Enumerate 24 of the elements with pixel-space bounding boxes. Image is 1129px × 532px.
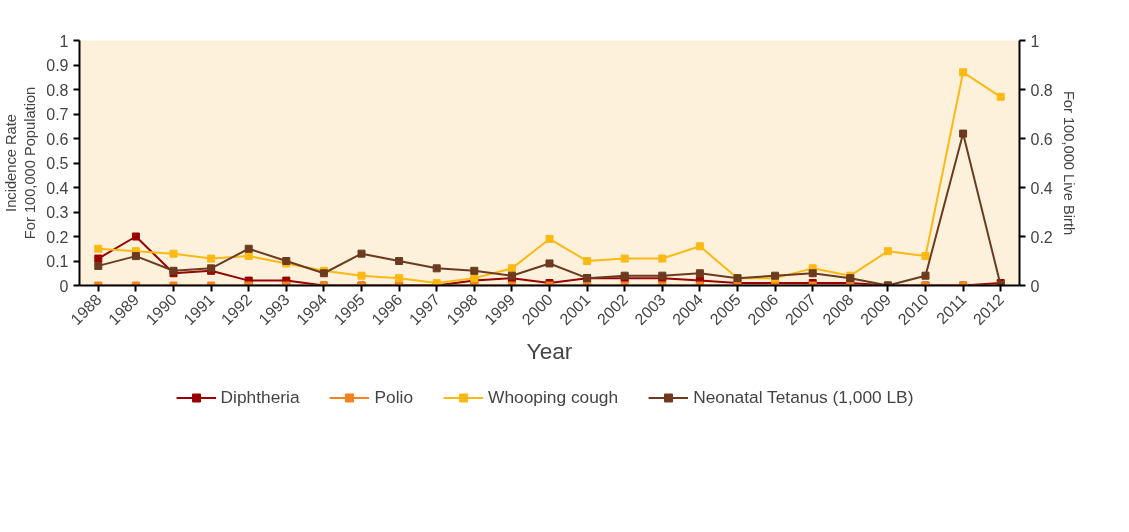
y2-tick-label: 0: [1030, 277, 1040, 295]
y2-tick-label: 0.4: [1030, 179, 1053, 197]
y-tick-label: 1: [59, 32, 69, 50]
y-tick-label: 0.4: [46, 179, 69, 197]
y-tick-label: 0.6: [46, 130, 69, 148]
legend-label: Whooping cough: [488, 386, 619, 408]
y-tick-label: 0.2: [46, 228, 69, 246]
y-tick-label: 0.5: [46, 155, 69, 172]
y-tick-label: 0.8: [46, 81, 69, 99]
y-tick-label: 0.9: [46, 57, 69, 74]
y2-tick-label: 0.2: [1030, 228, 1053, 246]
y-tick-label: 0: [59, 277, 69, 295]
x-axis-title: Year: [526, 338, 573, 365]
y2-tick-label: 0.6: [1030, 130, 1053, 148]
y-axis-title: Incidence Rate For 100,000 Population: [3, 86, 39, 240]
y-tick-label: 0.3: [46, 204, 69, 221]
y-tick-label: 0.7: [46, 106, 69, 123]
legend-label: Neonatal Tetanus (1,000 LB): [693, 386, 914, 408]
legend-label: Diphtheria: [220, 386, 300, 408]
y2-axis-title: For 100,000 Live Birth: [1060, 90, 1077, 236]
y-tick-label: 0.1: [46, 253, 69, 270]
y2-tick-label: 1: [1030, 32, 1040, 50]
y2-tick-label: 0.8: [1030, 81, 1053, 99]
legend-label: Polio: [374, 386, 414, 408]
